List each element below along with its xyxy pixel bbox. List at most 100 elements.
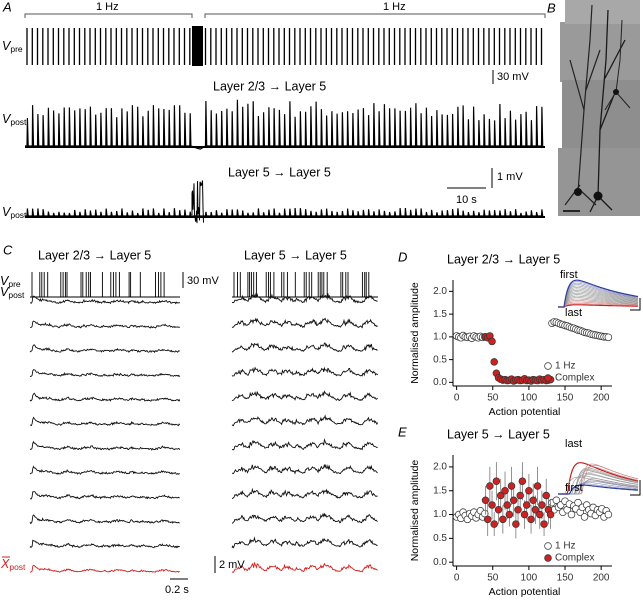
data-point — [527, 515, 535, 524]
postsynaptic-trace — [231, 390, 378, 402]
scale-label: 30 mV — [497, 71, 529, 83]
neuron — [589, 9, 626, 213]
trace-label-sub: pre — [10, 44, 23, 54]
inset-trace — [558, 462, 639, 495]
inset-trace — [558, 288, 639, 308]
trace-label: Vpost — [2, 112, 27, 127]
neuron — [564, 4, 601, 206]
data-point — [552, 496, 561, 505]
inset-label: first — [565, 482, 583, 494]
trace-label-v: V — [2, 39, 12, 53]
data-point — [486, 482, 494, 490]
data-point — [580, 513, 589, 521]
presynaptic-trace — [232, 272, 378, 298]
trace-label-v: V — [0, 285, 10, 299]
legend-marker — [544, 374, 552, 382]
data-point — [481, 496, 490, 505]
inset-trace — [558, 281, 639, 308]
panel-label: E — [398, 424, 407, 439]
data-point — [496, 491, 505, 500]
data-point — [503, 501, 511, 509]
inset-label: last — [565, 307, 582, 319]
trace-label: Vpre — [0, 274, 21, 289]
trace-label-sub: post — [8, 290, 25, 300]
postsynaptic-trace — [29, 440, 181, 451]
data-point — [488, 501, 496, 509]
panel-label: C — [3, 242, 13, 257]
legend-label: 1 Hz — [555, 361, 576, 372]
x-axis-label: Action potential — [489, 406, 561, 418]
data-point — [499, 515, 507, 524]
data-point — [520, 510, 529, 519]
inset-trace — [558, 298, 639, 308]
postsynaptic-trace — [231, 414, 379, 427]
inset-trace — [558, 483, 638, 495]
inset-trace — [558, 292, 639, 308]
inset-trace — [558, 476, 639, 495]
panel-title: Layer 5 → Layer 5 — [244, 248, 347, 262]
micrograph — [558, 0, 640, 216]
postsynaptic-trace — [231, 463, 378, 475]
soma — [613, 89, 619, 95]
data-point — [533, 482, 542, 490]
y-tick-label: 1.5 — [433, 309, 447, 320]
soma — [593, 191, 603, 201]
postsynaptic-trace — [231, 342, 378, 353]
inset-trace — [558, 284, 639, 308]
trace-label-sub: post — [10, 210, 27, 220]
bracket — [24, 13, 546, 18]
mean-trace-label-x: X — [0, 557, 10, 571]
y-tick-label: 1.0 — [433, 332, 447, 343]
y-tick-label: 1.0 — [433, 509, 447, 520]
data-point — [574, 498, 582, 507]
x-tick-label: 200 — [593, 393, 610, 404]
x-tick-label: 200 — [593, 573, 610, 584]
presynaptic-trace — [30, 272, 180, 298]
trace-label: Vpre — [2, 39, 23, 54]
data-point — [522, 501, 531, 509]
postsynaptic-trace — [231, 317, 378, 329]
panel-label: D — [398, 249, 407, 264]
scale-label: 10 s — [456, 194, 477, 206]
legend-marker — [544, 554, 552, 562]
data-point — [492, 477, 501, 485]
postsynaptic-trace — [29, 514, 180, 525]
data-point — [542, 491, 550, 500]
x-tick-label: 0 — [454, 573, 460, 584]
data-point — [538, 501, 546, 509]
inset-trace — [558, 279, 639, 308]
panel-label: B — [547, 0, 556, 15]
postsynaptic-trace — [231, 562, 378, 573]
mean-trace-label-sub: post — [9, 562, 26, 572]
inset-trace — [558, 290, 639, 308]
postsynaptic-trace — [29, 392, 181, 402]
burst-response — [191, 180, 204, 224]
x-tick-label: 0 — [454, 393, 460, 404]
legend-label: Complex — [555, 373, 594, 384]
x-tick-label: 150 — [557, 573, 574, 584]
data-point — [509, 496, 518, 505]
tile — [560, 22, 640, 82]
legend-label: Complex — [555, 553, 594, 564]
y-tick-label: 1.5 — [433, 485, 447, 496]
scale-bar — [630, 480, 641, 496]
inset-trace — [558, 297, 639, 308]
postsynaptic-trace — [231, 366, 378, 377]
data-point — [529, 496, 537, 505]
x-tick-label: 150 — [557, 393, 574, 404]
x-tick-label: 100 — [521, 393, 538, 404]
postsynaptic-trace — [25, 99, 544, 150]
postsynaptic-trace — [29, 465, 180, 476]
frequency-label: 1 Hz — [383, 1, 406, 13]
scale-label: 1 mV — [497, 171, 523, 183]
panel-title: Layer 2/3 → Layer 5 — [447, 252, 560, 266]
data-point — [501, 486, 509, 495]
postsynaptic-trace — [231, 512, 378, 524]
trace-label: Vpost — [2, 205, 27, 220]
scale-label: 2 mV — [219, 559, 245, 571]
data-point — [507, 482, 516, 490]
y-tick-label: 2.0 — [433, 462, 447, 473]
y-tick-label: 0.0 — [433, 557, 447, 568]
